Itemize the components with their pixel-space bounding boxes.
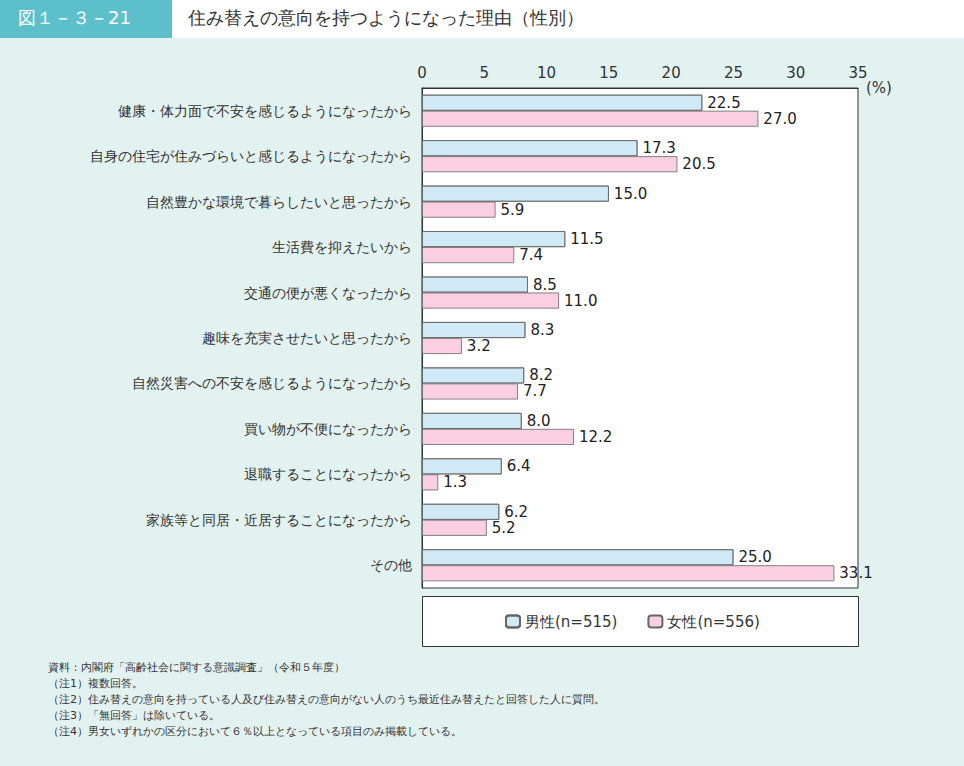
svg-text:8.3: 8.3	[530, 321, 554, 339]
svg-text:7.4: 7.4	[519, 246, 543, 264]
svg-text:6.4: 6.4	[507, 457, 531, 475]
svg-text:11.0: 11.0	[564, 292, 597, 310]
svg-text:5: 5	[480, 64, 490, 82]
svg-text:その他: その他	[370, 557, 412, 573]
svg-text:10: 10	[537, 64, 556, 82]
svg-text:（注1）複数回答。: （注1）複数回答。	[48, 677, 143, 690]
svg-text:25: 25	[724, 64, 743, 82]
svg-text:20: 20	[662, 64, 681, 82]
svg-text:健康・体力面で不安を感じるようになったから: 健康・体力面で不安を感じるようになったから	[118, 103, 412, 119]
svg-text:8.2: 8.2	[529, 366, 553, 385]
svg-text:自然災害への不安を感じるようになったから: 自然災害への不安を感じるようになったから	[132, 375, 412, 391]
svg-text:15: 15	[599, 64, 618, 82]
svg-text:家族等と同居・近居することになったから: 家族等と同居・近居することになったから	[146, 512, 412, 528]
svg-text:女性(n=556): 女性(n=556)	[667, 613, 759, 631]
svg-text:20.5: 20.5	[682, 155, 715, 173]
svg-text:（注4）男女いずれかの区分において６％以上となっている項目の: （注4）男女いずれかの区分において６％以上となっている項目のみ掲載している。	[48, 725, 462, 738]
svg-text:(%): (%)	[866, 79, 892, 97]
svg-text:自身の住宅が住みづらいと感じるようになったから: 自身の住宅が住みづらいと感じるようになったから	[90, 148, 412, 164]
svg-text:交通の便が悪くなったから: 交通の便が悪くなったから	[244, 285, 412, 301]
svg-text:（注2）住み替えの意向を持っている人及び住み替えの意向がない: （注2）住み替えの意向を持っている人及び住み替えの意向がない人のうち最近住み替え…	[48, 693, 605, 706]
svg-text:5.2: 5.2	[492, 519, 516, 537]
svg-text:30: 30	[786, 64, 805, 82]
svg-text:3.2: 3.2	[467, 337, 491, 355]
svg-text:15.0: 15.0	[614, 185, 647, 203]
svg-text:6.2: 6.2	[504, 502, 529, 521]
svg-text:生活費を抑えたいから: 生活費を抑えたいから	[272, 239, 412, 255]
svg-text:退職することになったから: 退職することになったから	[244, 466, 412, 482]
svg-text:5.9: 5.9	[500, 201, 524, 219]
svg-text:8.5: 8.5	[533, 276, 557, 294]
svg-text:1.3: 1.3	[443, 473, 467, 491]
svg-text:資料：内閣府「高齢社会に関する意識調査」（令和５年度）: 資料：内閣府「高齢社会に関する意識調査」（令和５年度）	[48, 661, 345, 674]
svg-text:33.1: 33.1	[839, 564, 872, 582]
svg-text:男性(n=515): 男性(n=515)	[525, 613, 617, 631]
svg-text:趣味を充実させたいと思ったから: 趣味を充実させたいと思ったから	[202, 330, 412, 346]
svg-text:7.7: 7.7	[523, 382, 547, 400]
svg-text:27.0: 27.0	[763, 110, 796, 128]
svg-text:12.2: 12.2	[579, 428, 612, 446]
svg-text:（注3）「無回答」は除いている。: （注3）「無回答」は除いている。	[48, 709, 220, 722]
svg-text:22.5: 22.5	[707, 94, 740, 112]
svg-text:35: 35	[848, 64, 867, 82]
svg-text:住み替えの意向を持つようになった理由（性別）: 住み替えの意向を持つようになった理由（性別）	[187, 7, 584, 28]
svg-text:8.0: 8.0	[527, 412, 551, 430]
svg-text:17.3: 17.3	[643, 139, 676, 157]
svg-text:0: 0	[417, 64, 427, 82]
svg-text:買い物が不便になったから: 買い物が不便になったから	[244, 421, 412, 437]
svg-text:自然豊かな環境で暮らしたいと思ったから: 自然豊かな環境で暮らしたいと思ったから	[146, 194, 412, 210]
svg-text:図１－３－21: 図１－３－21	[18, 7, 131, 28]
svg-text:25.0: 25.0	[738, 548, 771, 566]
svg-text:11.5: 11.5	[570, 230, 603, 248]
